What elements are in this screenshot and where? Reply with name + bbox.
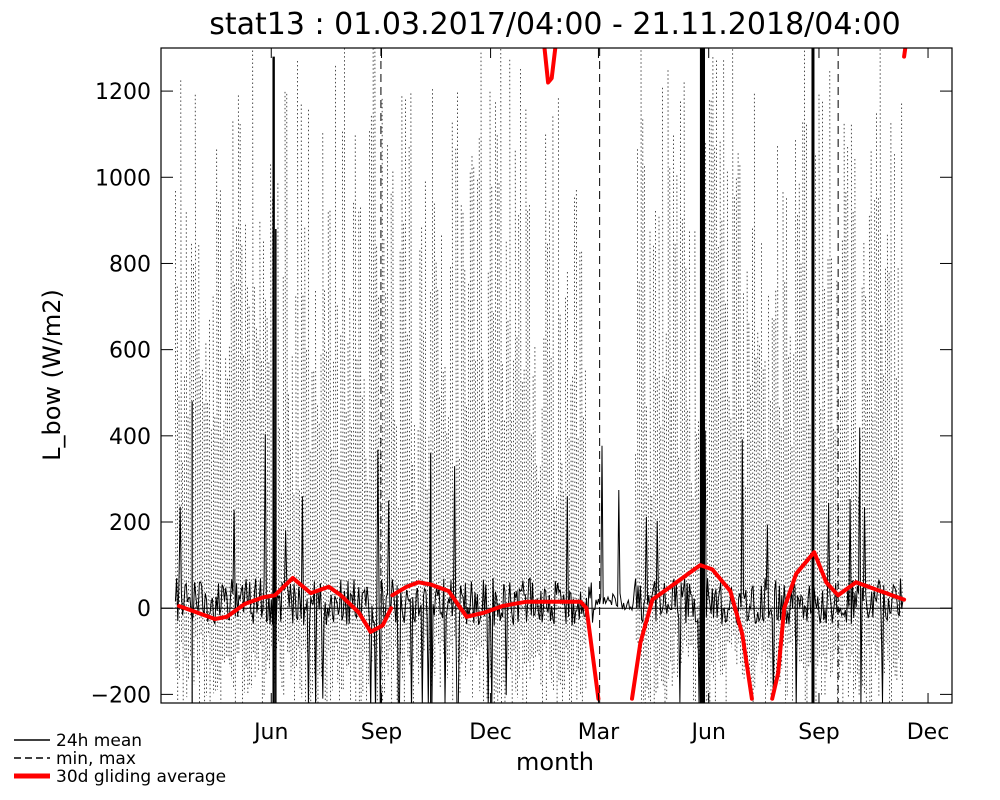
y-tick-label: 0 [137, 597, 151, 622]
min-max-series [161, 48, 903, 703]
legend-label-24h-mean: 24h mean [56, 731, 142, 751]
gliding-average-segment [902, 48, 908, 59]
gliding-average-series [177, 48, 908, 701]
x-axis: Jun Sep Dec Mar Jun Sep Dec [252, 48, 949, 745]
y-axis: −200 0 200 400 600 800 1000 1200 [91, 80, 952, 708]
x-tick-label: Dec [469, 720, 512, 745]
y-tick-label: 800 [109, 252, 151, 277]
legend-label-gliding-average: 30d gliding average [56, 767, 226, 787]
x-tick-label: Jun [252, 720, 288, 745]
legend: 24h mean min, max 30d gliding average [14, 731, 226, 787]
y-tick-label: 1000 [95, 166, 151, 191]
y-axis-label: L_bow (W/m2) [38, 289, 66, 461]
x-tick-label: Sep [361, 720, 402, 745]
y-tick-label: −200 [91, 683, 151, 708]
daily-mean-trace [174, 427, 905, 703]
gliding-average-segment [770, 550, 907, 701]
x-axis-label: month [516, 748, 594, 776]
y-tick-label: 1200 [95, 80, 151, 105]
gliding-average-segment [630, 563, 754, 701]
chart-title: stat13 : 01.03.2017/04:00 - 21.11.2018/0… [209, 7, 900, 42]
y-tick-label: 200 [109, 511, 151, 536]
gliding-average-segment [542, 48, 558, 85]
gliding-average-segment [177, 576, 394, 634]
gliding-average-segment [390, 580, 601, 701]
x-tick-label: Mar [578, 720, 620, 745]
legend-label-min-max: min, max [56, 749, 136, 769]
daily-mean-series [174, 48, 905, 703]
plot-frame [160, 47, 953, 704]
x-tick-label: Jun [690, 720, 726, 745]
y-tick-label: 600 [109, 339, 151, 364]
min-max-extents [175, 48, 903, 703]
x-tick-label: Sep [798, 720, 839, 745]
x-tick-label: Dec [907, 720, 950, 745]
y-tick-label: 400 [109, 425, 151, 450]
